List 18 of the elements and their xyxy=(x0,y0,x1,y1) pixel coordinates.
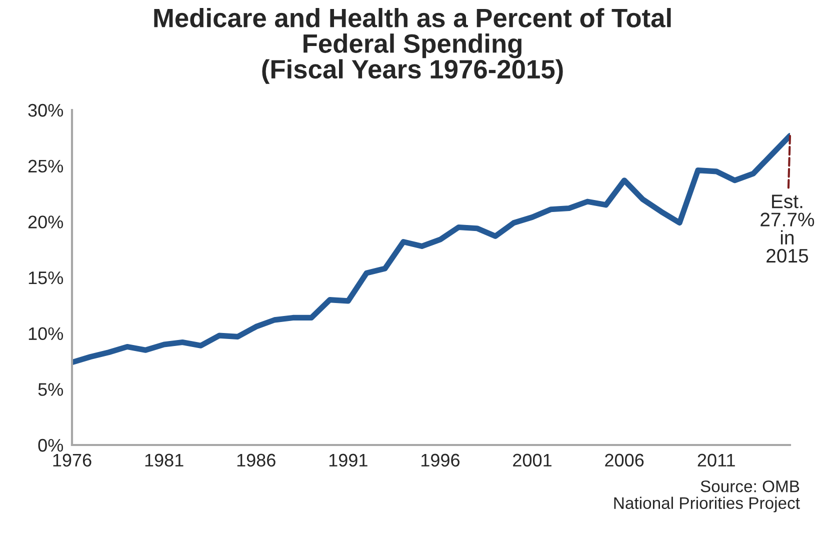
chart-title: Medicare and Health as a Percent of Total Federal Spending (Fiscal Years 1976-2015) xyxy=(154,8,671,84)
x-tick-label: 1991 xyxy=(329,454,368,467)
x-tick-label: 2006 xyxy=(605,454,644,467)
y-tick-label: 25% xyxy=(28,160,64,173)
x-tick-label: 2011 xyxy=(698,454,735,467)
source-note: Source: OMB National Priorities Project xyxy=(614,480,800,512)
y-tick-label: 30% xyxy=(28,104,64,117)
y-tick-label: 10% xyxy=(28,327,64,340)
x-tick-label: 1976 xyxy=(53,454,92,467)
x-tick-label: 1996 xyxy=(422,454,460,467)
y-tick-label: 0% xyxy=(38,438,64,452)
annotation: Est. 27.7% in 2015 xyxy=(760,194,814,263)
x-tick-label: 1986 xyxy=(237,454,276,467)
y-tick-label: 15% xyxy=(28,272,64,284)
x-tick-label: 1981 xyxy=(145,454,184,467)
y-tick-label: 5% xyxy=(38,383,64,396)
y-tick-label: 20% xyxy=(28,216,64,228)
x-tick-label: 2001 xyxy=(513,454,552,467)
